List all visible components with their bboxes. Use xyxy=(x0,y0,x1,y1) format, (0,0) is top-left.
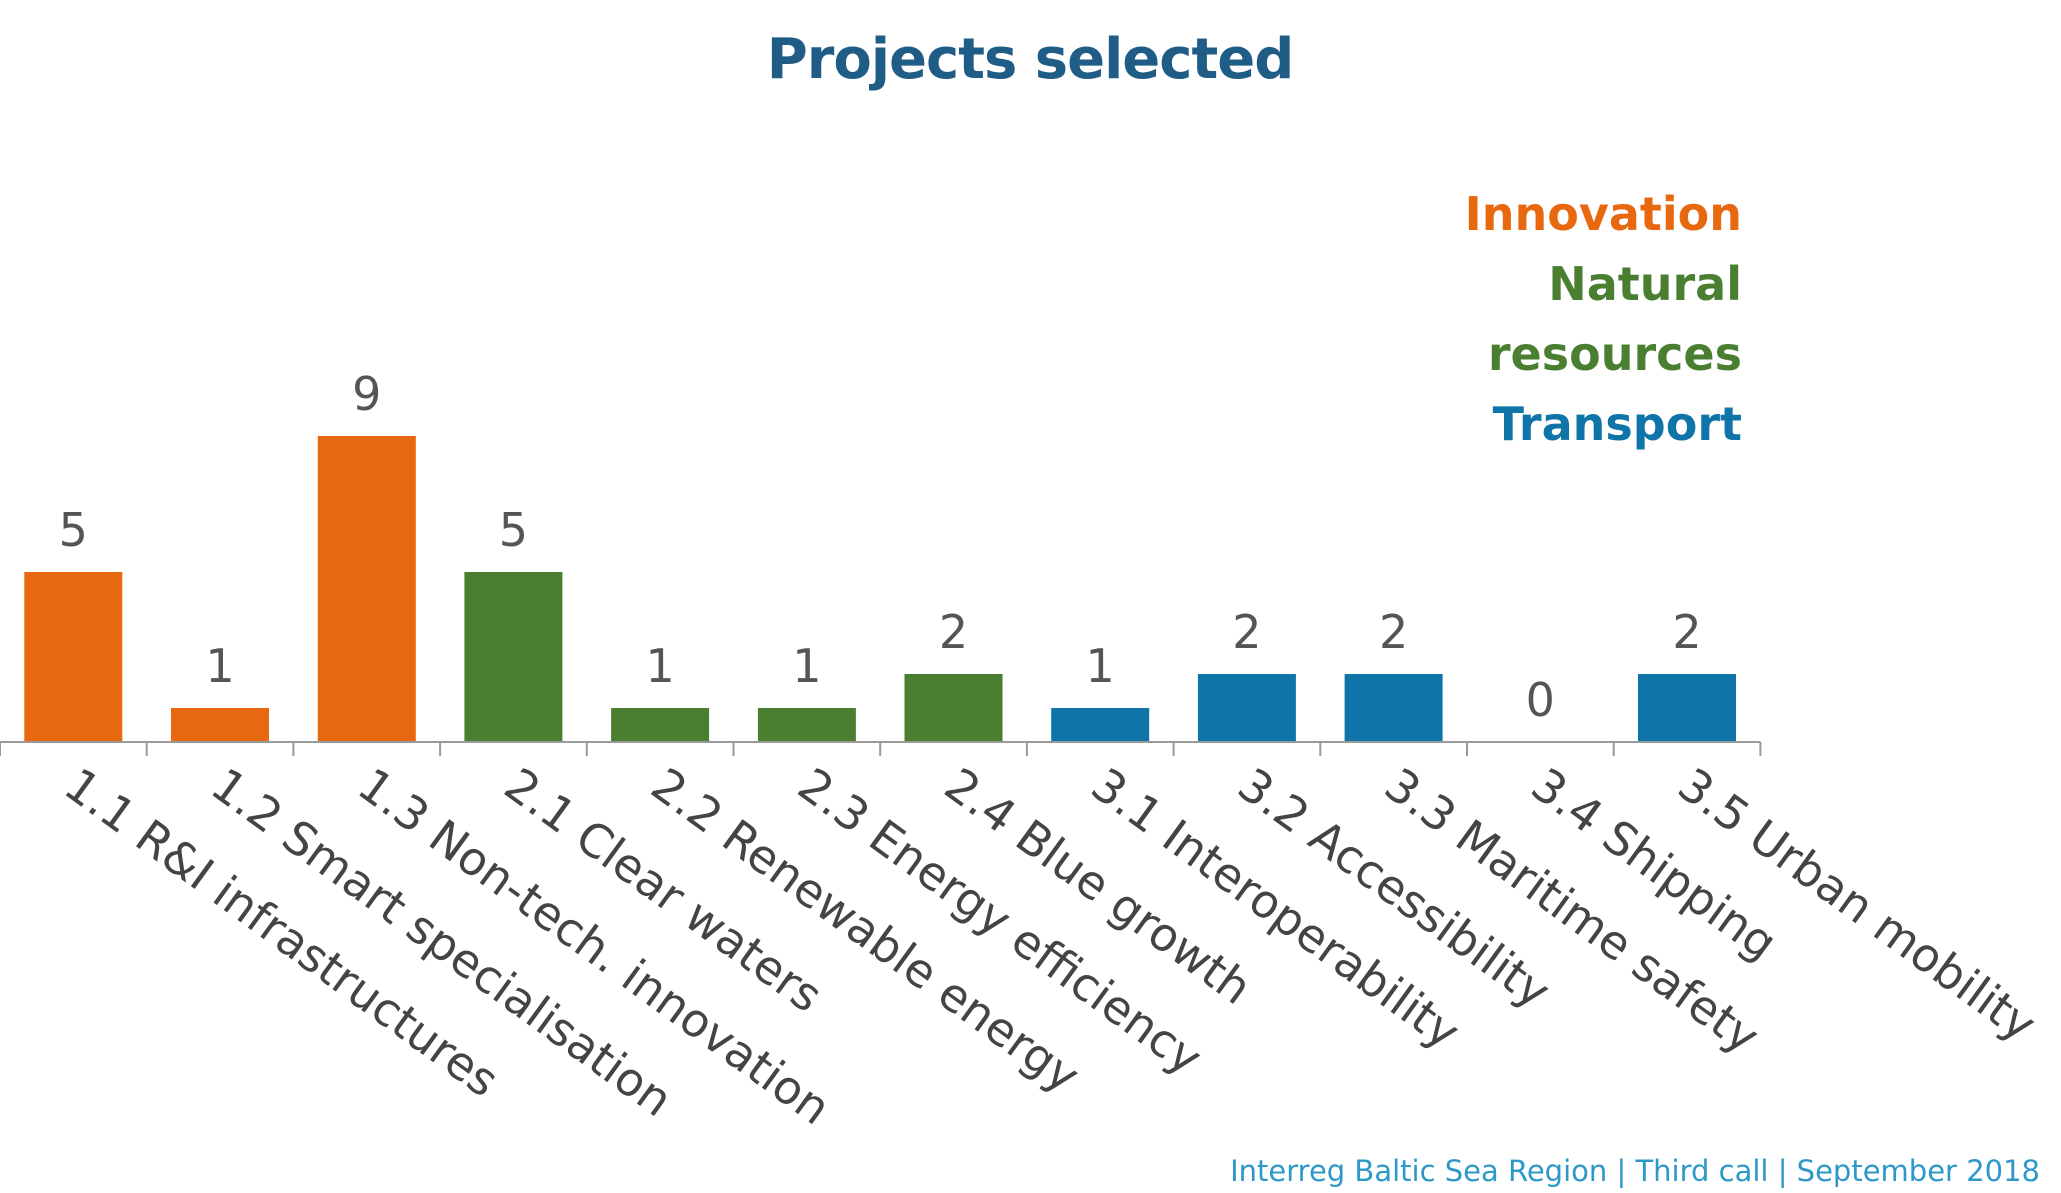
value-label-4: 5 xyxy=(499,503,528,557)
bar-3 xyxy=(317,436,416,742)
value-label-5: 1 xyxy=(645,639,674,693)
value-label-11: 0 xyxy=(1526,673,1555,727)
value-label-2: 1 xyxy=(205,639,234,693)
bar-12 xyxy=(1638,674,1736,742)
bar-6 xyxy=(757,708,856,742)
bar-5 xyxy=(611,708,710,742)
value-label-7: 2 xyxy=(939,605,968,659)
footer-source-note: Interreg Baltic Sea Region | Third call … xyxy=(1230,1154,2040,1188)
value-label-1: 5 xyxy=(59,503,88,557)
x-axis xyxy=(0,741,1762,756)
value-label-12: 2 xyxy=(1672,605,1701,659)
bars-layer: 5 1 9 5 1 1 2 1 2 2 0 2 xyxy=(24,367,1736,742)
bar-7 xyxy=(904,674,1003,742)
legend: Innovation Natural resources Transport xyxy=(1465,187,1742,451)
bar-9 xyxy=(1197,674,1296,742)
value-label-9: 2 xyxy=(1232,605,1261,659)
legend-entry-natural-line-1: Natural xyxy=(1548,257,1742,311)
bar-2 xyxy=(171,708,269,742)
value-label-6: 1 xyxy=(792,639,821,693)
bar-10 xyxy=(1344,674,1443,742)
bar-1 xyxy=(24,572,123,742)
legend-entry-transport-line-1: Transport xyxy=(1493,397,1742,451)
chart-title: Projects selected xyxy=(767,27,1294,92)
legend-entry-innovation-line-1: Innovation xyxy=(1465,187,1742,241)
legend-entry-natural-line-2: resources xyxy=(1488,327,1742,381)
value-label-10: 2 xyxy=(1379,605,1408,659)
value-label-8: 1 xyxy=(1086,639,1115,693)
bar-8 xyxy=(1051,708,1150,742)
value-label-3: 9 xyxy=(352,367,381,421)
bar-4 xyxy=(464,572,563,742)
